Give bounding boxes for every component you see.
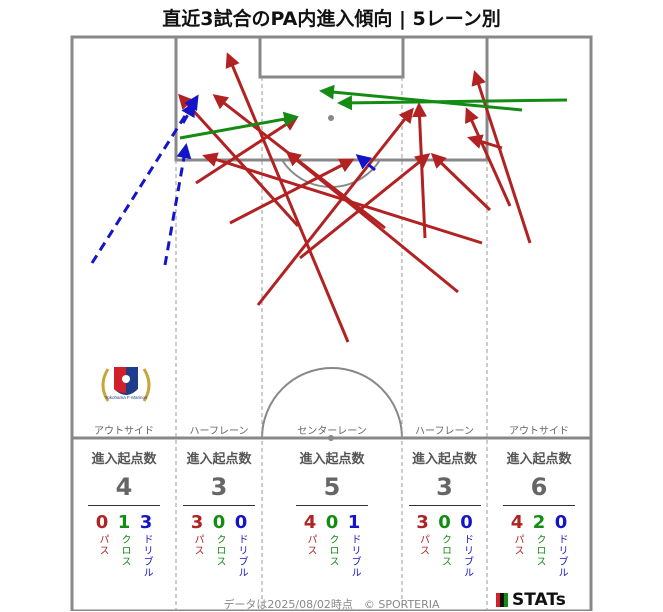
stat-divider: [88, 505, 160, 506]
dribble-arrows: [90, 94, 376, 266]
dribble-label: ドリブル: [349, 534, 360, 578]
dribble-arrow: [181, 101, 196, 124]
pass-arrow: [256, 107, 414, 306]
pass-arrow: [465, 107, 512, 207]
page-title: 直近3試合のPA内進入傾向 | 5レーン別: [162, 8, 501, 30]
cross-label: クロス: [534, 534, 545, 567]
lane-label-halflane-right: ハーフレーン: [415, 426, 474, 437]
dribble-count: 0: [554, 512, 568, 533]
stat-heading: 進入起点数: [299, 452, 365, 467]
pass-arrow: [299, 153, 431, 260]
center-spot: [328, 435, 334, 441]
lane-stats-outside-left: 進入起点数 4 0 パス 1 クロス 3 ドリブル: [72, 448, 176, 578]
stat-heading: 進入起点数: [186, 452, 252, 467]
pass-arrow: [177, 93, 300, 228]
penalty-spot: [328, 115, 334, 121]
crest-text: Yokohama F·Marinos: [105, 395, 148, 400]
pass-count: 3: [416, 512, 429, 533]
dribble-arrow: [90, 94, 199, 264]
pass-arrow: [195, 116, 299, 185]
lane-stats-outside-right: 進入起点数 6 4 パス 2 クロス 0 ドリブル: [487, 448, 591, 578]
cross-arrow: [179, 111, 299, 140]
lane-label-outside-left: アウトサイド: [94, 426, 154, 437]
pass-count: 4: [303, 512, 317, 533]
cross-arrows: [179, 84, 568, 140]
cross-count: 0: [212, 512, 226, 533]
cross-count: 0: [325, 512, 339, 533]
pass-label: パス: [512, 534, 523, 556]
pass-arrows: [177, 52, 532, 343]
pass-count: 3: [190, 512, 204, 533]
cross-arrow: [337, 95, 568, 111]
lane-stats-halflane-right: 進入起点数 3 3 パス 0 クロス 0 ドリブル: [402, 448, 487, 578]
pass-label: パス: [97, 534, 108, 556]
pass-label: パス: [417, 534, 429, 556]
stat-divider: [408, 505, 481, 506]
goal-area: [258, 35, 405, 79]
dribble-count: 0: [460, 512, 473, 533]
pass-arrow: [471, 70, 532, 244]
cross-label: クロス: [214, 534, 225, 567]
cross-label: クロス: [439, 534, 451, 567]
dribble-count: 0: [234, 512, 248, 533]
dribble-count: 1: [347, 512, 361, 533]
dribble-label: ドリブル: [141, 534, 152, 578]
stat-divider: [296, 505, 368, 506]
stat-divider: [183, 505, 255, 506]
pass-label: パス: [305, 534, 316, 556]
pass-arrow: [285, 151, 459, 294]
brand-name: STATs: [512, 590, 566, 610]
lane-stats-halflane-left: 進入起点数 3 3 パス 0 クロス 0 ドリブル: [176, 448, 262, 578]
footer-credit: データは2025/08/02時点 © SPORTERIA: [223, 598, 440, 611]
pass-count: 0: [95, 512, 109, 533]
stat-heading: 進入起点数: [506, 452, 572, 467]
center-circle: [261, 367, 403, 439]
stat-divider: [503, 505, 575, 506]
dribble-count: 3: [139, 512, 153, 533]
pass-arrow: [467, 134, 503, 150]
pass-count: 4: [510, 512, 524, 533]
club-crest-logo: Yokohama F·Marinos: [101, 367, 151, 402]
lane-label-halflane-left: ハーフレーン: [189, 426, 249, 437]
pass-arrow: [225, 52, 350, 343]
cross-label: クロス: [119, 534, 130, 567]
stat-total: 3: [210, 473, 228, 501]
brand-logo: STATs: [496, 590, 566, 610]
dribble-arrow: [355, 154, 376, 172]
stat-total: 5: [323, 473, 341, 501]
penalty-arc: [281, 159, 381, 188]
cross-count: 1: [117, 512, 131, 533]
stat-heading: 進入起点数: [411, 452, 477, 467]
lane-label-center: センターレーン: [297, 426, 367, 437]
pass-arrow: [412, 102, 428, 239]
pass-label: パス: [192, 534, 203, 556]
dribble-label: ドリブル: [556, 534, 567, 578]
dribble-label: ドリブル: [461, 534, 473, 578]
stat-total: 6: [530, 473, 548, 501]
cross-count: 2: [532, 512, 546, 533]
pass-arrow: [229, 158, 355, 225]
dribble-label: ドリブル: [236, 534, 247, 578]
pass-arrow: [430, 152, 492, 212]
dribble-arrow: [163, 143, 192, 266]
stat-total: 3: [436, 473, 453, 501]
stat-total: 4: [115, 473, 133, 501]
stat-heading: 進入起点数: [91, 452, 157, 467]
cross-label: クロス: [327, 534, 338, 567]
lane-stats-center: 進入起点数 5 4 パス 0 クロス 1 ドリブル: [262, 448, 402, 578]
lane-label-outside-right: アウトサイド: [509, 426, 569, 437]
stats-icon: [496, 593, 508, 607]
cross-count: 0: [438, 512, 451, 533]
